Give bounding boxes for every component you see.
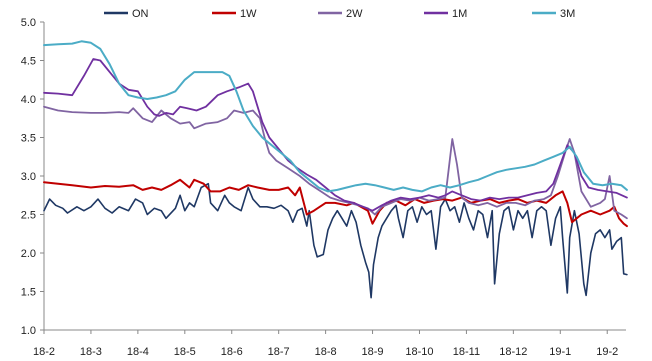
legend-label-on: ON [132, 8, 149, 20]
x-tick-label: 18-8 [315, 346, 337, 358]
legend: ON 1W 2W 1M 3M [104, 8, 575, 20]
y-tick-label: 5.0 [21, 17, 36, 29]
legend-label-3m: 3M [560, 8, 575, 20]
series-line-on [43, 182, 628, 299]
x-tick-label: 19-2 [596, 346, 618, 358]
legend-label-2w: 2W [346, 8, 363, 20]
y-tick-label: 1.5 [21, 287, 36, 299]
x-tick-label: 18-9 [362, 346, 384, 358]
x-tick-label: 18-6 [221, 346, 243, 358]
x-tick-label: 19-1 [549, 346, 571, 358]
legend-label-1m: 1M [452, 8, 467, 20]
y-tick-label: 2.5 [21, 210, 36, 222]
x-tick-label: 18-5 [174, 346, 196, 358]
series-line-1m [43, 58, 628, 212]
series-group [43, 40, 628, 299]
y-tick-label: 4.0 [21, 94, 36, 106]
x-tick-label: 18-3 [80, 346, 102, 358]
x-tick-label: 18-12 [499, 346, 527, 358]
y-tick-label: 3.0 [21, 171, 36, 183]
x-tick-label: 18-4 [127, 346, 149, 358]
series-line-2w [43, 105, 628, 220]
x-tick-label: 18-11 [453, 346, 480, 358]
x-tick-label: 18-2 [33, 346, 55, 358]
series-line-3m [43, 40, 628, 193]
y-tick-label: 2.0 [21, 248, 36, 260]
y-tick-label: 1.0 [21, 325, 36, 337]
x-tick-label: 18-10 [405, 346, 433, 358]
legend-label-1w: 1W [240, 8, 257, 20]
x-tick-group: 18-2 18-3 18-4 18-5 18-6 18-7 18-8 18-9 18-10 18-… [33, 330, 618, 358]
y-tick-label: 4.5 [21, 56, 36, 68]
x-tick-label: 18-7 [268, 346, 290, 358]
axes [43, 22, 626, 331]
series-line-1w [43, 178, 628, 228]
y-tick-label: 3.5 [21, 133, 36, 145]
y-tick-group: 1.0 1.5 2.0 2.5 3.0 3.5 4.0 4.5 5.0 [21, 17, 44, 337]
